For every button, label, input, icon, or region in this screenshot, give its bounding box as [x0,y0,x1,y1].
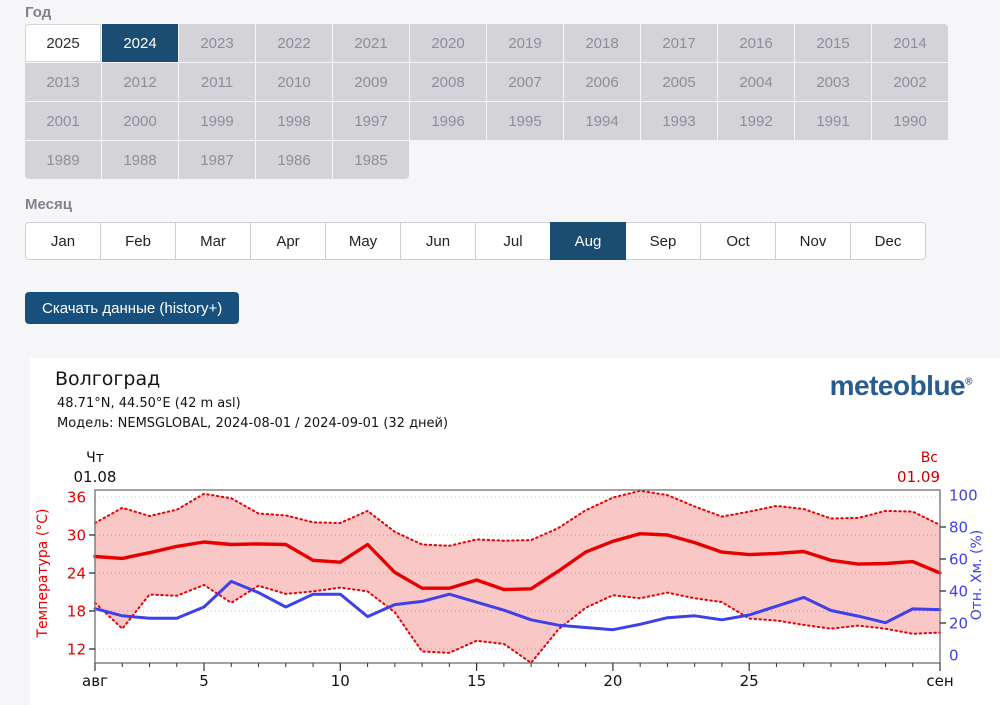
month-button-jun[interactable]: Jun [400,222,476,260]
logo-text: meteoblue [829,370,966,401]
temp-mean-line [93,531,942,592]
year-button-2025[interactable]: 2025 [25,24,101,62]
y-right-tick-label: 60 [949,551,968,569]
y-left-tick-label: 18 [67,603,86,621]
year-button-1995[interactable]: 1995 [487,102,563,140]
year-button-2007[interactable]: 2007 [487,63,563,101]
x-tick-label: 15 [467,672,486,690]
year-button-2009[interactable]: 2009 [333,63,409,101]
x-tick-label: авг [82,672,108,690]
month-row: Jan Feb Mar Apr May Jun Jul Aug Sep Oct Nov Dec [25,222,926,260]
x-tick-label: 20 [603,672,622,690]
y-right-tick-label: 100 [949,487,978,505]
year-button-1996[interactable]: 1996 [410,102,486,140]
month-button-jan[interactable]: Jan [25,222,101,260]
month-button-feb[interactable]: Feb [100,222,176,260]
year-section-label: Год [25,4,52,21]
year-button-2004[interactable]: 2004 [718,63,794,101]
month-button-apr[interactable]: Apr [250,222,326,260]
y-right-tick-label: 80 [949,519,968,537]
year-button-1985[interactable]: 1985 [333,141,409,179]
month-button-may[interactable]: May [325,222,401,260]
y-right-axis-title: Отн. Хм. (%) [969,530,985,621]
year-button-2016[interactable]: 2016 [718,24,794,62]
year-button-1991[interactable]: 1991 [795,102,871,140]
month-button-jul[interactable]: Jul [475,222,551,260]
year-button-2013[interactable]: 2013 [25,63,101,101]
year-button-2021[interactable]: 2021 [333,24,409,62]
year-button-2015[interactable]: 2015 [795,24,871,62]
year-button-2014[interactable]: 2014 [872,24,948,62]
y-left-tick-label: 36 [67,489,86,507]
temperature-min-line [94,583,941,665]
download-data-button[interactable]: Скачать данные (history+) [25,292,240,324]
year-button-2003[interactable]: 2003 [795,63,871,101]
chart-location-title: Волгоград [55,368,161,390]
x-tick-label: 25 [740,672,759,690]
year-button-1987[interactable]: 1987 [179,141,255,179]
y-left-tick-label: 12 [67,641,86,659]
x-tick-label: сен [926,672,953,690]
year-button-1986[interactable]: 1986 [256,141,332,179]
year-button-1999[interactable]: 1999 [179,102,255,140]
year-grid: 2025 2024 2023 2022 2021 2020 2019 2018 2017 2016… [25,24,948,179]
weather-chart: 36 30 24 18 12 Температура (°C) 100 80 60 40 20 0 От… [35,450,985,690]
meteoblue-logo: meteoblue® [829,370,973,402]
end-day-of-week: Вс [921,450,938,466]
month-button-dec[interactable]: Dec [850,222,926,260]
year-button-2022[interactable]: 2022 [256,24,332,62]
humidity-line [93,579,942,632]
chart-model-info: Модель: NEMSGLOBAL, 2024-08-01 / 2024-09… [57,416,449,431]
year-button-2012[interactable]: 2012 [102,63,178,101]
plot-border [94,489,941,664]
logo-trademark: ® [965,376,972,388]
start-day-of-week: Чт [86,450,104,466]
y-right-tick-label: 0 [949,647,959,665]
year-button-2006[interactable]: 2006 [564,63,640,101]
year-button-2008[interactable]: 2008 [410,63,486,101]
y-left-tick-label: 30 [67,527,86,545]
year-button-2000[interactable]: 2000 [102,102,178,140]
year-button-2017[interactable]: 2017 [641,24,717,62]
year-button-2005[interactable]: 2005 [641,63,717,101]
chart-coordinates: 48.71°N, 44.50°E (42 m asl) [57,396,241,411]
year-button-2023[interactable]: 2023 [179,24,255,62]
month-button-mar[interactable]: Mar [175,222,251,260]
x-tick-label: 5 [199,672,209,690]
temp-range-band [95,490,940,663]
year-button-2024[interactable]: 2024 [102,24,178,62]
year-button-1998[interactable]: 1998 [256,102,332,140]
month-button-aug[interactable]: Aug [550,222,626,260]
y-right-tick-label: 20 [949,615,968,633]
year-button-1997[interactable]: 1997 [333,102,409,140]
x-tick-label: 10 [331,672,350,690]
year-button-2002[interactable]: 2002 [872,63,948,101]
month-button-nov[interactable]: Nov [775,222,851,260]
year-button-2011[interactable]: 2011 [179,63,255,101]
year-button-2001[interactable]: 2001 [25,102,101,140]
year-button-2019[interactable]: 2019 [487,24,563,62]
month-button-oct[interactable]: Oct [700,222,776,260]
y-left-tick-label: 24 [67,565,86,583]
year-button-1994[interactable]: 1994 [564,102,640,140]
year-button-2020[interactable]: 2020 [410,24,486,62]
month-section-label: Месяц [25,196,72,213]
chart-panel: Волгоград 48.71°N, 44.50°E (42 m asl) Мо… [30,358,1000,705]
year-button-1992[interactable]: 1992 [718,102,794,140]
temperature-max-line [94,489,941,547]
start-date: 01.08 [74,468,117,486]
year-button-1993[interactable]: 1993 [641,102,717,140]
year-button-2018[interactable]: 2018 [564,24,640,62]
year-button-1989[interactable]: 1989 [25,141,101,179]
month-button-sep[interactable]: Sep [625,222,701,260]
end-date: 01.09 [897,468,940,486]
y-left-axis-title: Температура (°C) [35,508,51,638]
year-button-1988[interactable]: 1988 [102,141,178,179]
y-right-tick-label: 40 [949,583,968,601]
year-button-2010[interactable]: 2010 [256,63,332,101]
year-button-1990[interactable]: 1990 [872,102,948,140]
